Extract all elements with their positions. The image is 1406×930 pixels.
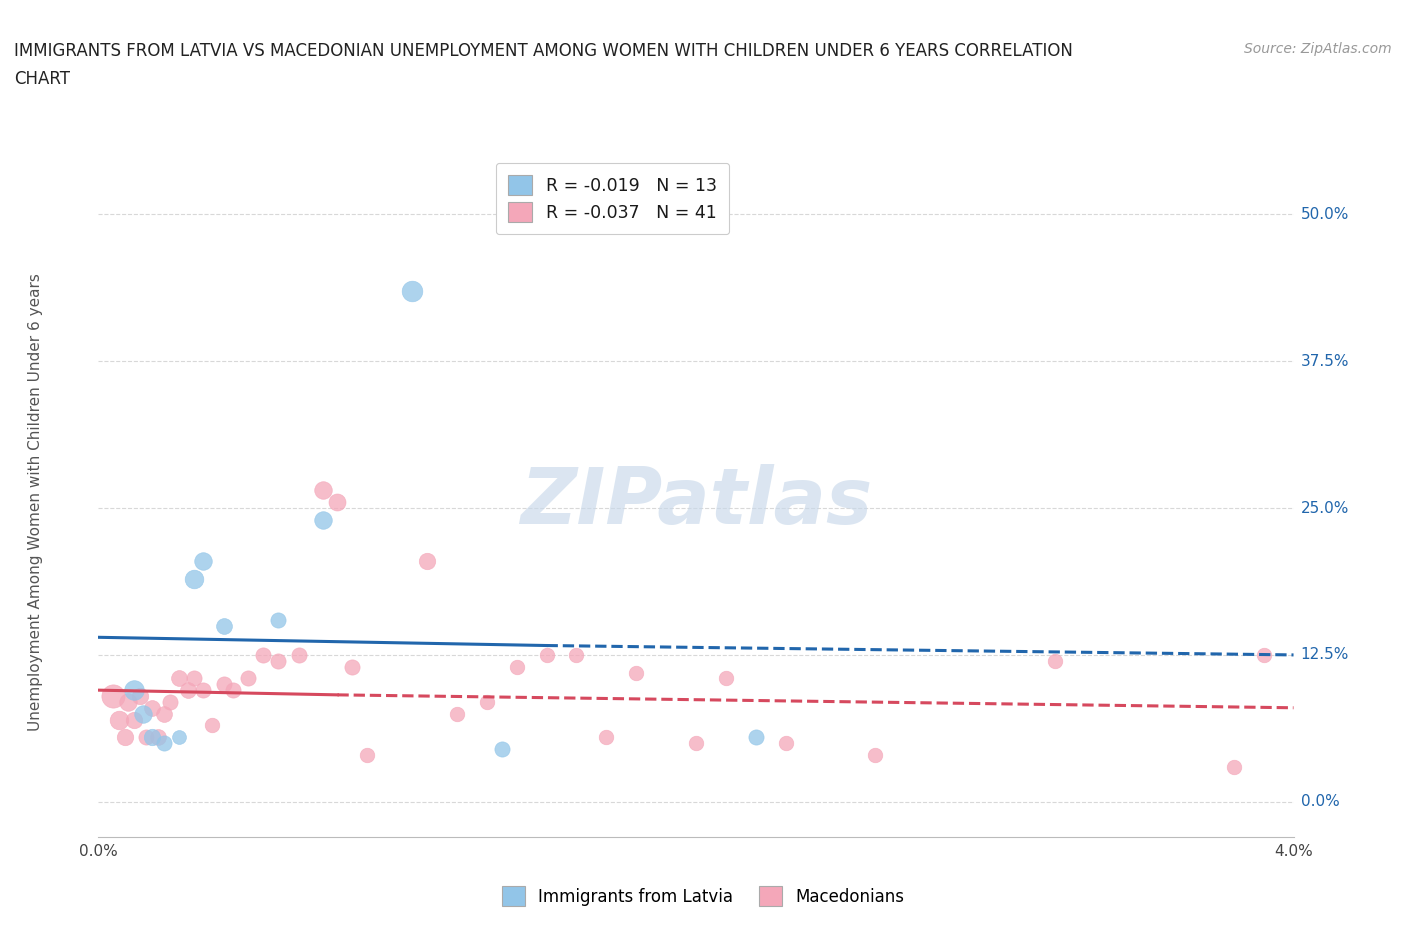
Legend: Immigrants from Latvia, Macedonians: Immigrants from Latvia, Macedonians <box>495 880 911 912</box>
Text: 0.0%: 0.0% <box>1301 794 1340 809</box>
Text: CHART: CHART <box>14 70 70 87</box>
Text: Source: ZipAtlas.com: Source: ZipAtlas.com <box>1244 42 1392 56</box>
Point <box>124 683 146 698</box>
Point <box>183 571 205 586</box>
Point <box>159 695 181 710</box>
Point <box>114 730 136 745</box>
Point <box>129 688 152 703</box>
Point <box>536 647 558 662</box>
Point <box>491 741 513 756</box>
Text: 50.0%: 50.0% <box>1301 206 1348 222</box>
Point <box>475 695 498 710</box>
Point <box>267 654 290 669</box>
Text: 12.5%: 12.5% <box>1301 647 1348 662</box>
Point <box>565 647 588 662</box>
Point <box>311 512 333 527</box>
Point <box>191 683 214 698</box>
Point <box>153 706 176 721</box>
Point <box>1222 759 1246 774</box>
Point <box>506 659 529 674</box>
Point <box>135 730 157 745</box>
Point <box>775 736 797 751</box>
Point <box>212 677 235 692</box>
Point <box>236 671 259 685</box>
Point <box>132 706 155 721</box>
Point <box>685 736 707 751</box>
Text: Unemployment Among Women with Children Under 6 years: Unemployment Among Women with Children U… <box>28 273 42 731</box>
Point <box>183 671 205 685</box>
Point <box>252 647 274 662</box>
Point <box>167 730 190 745</box>
Point <box>595 730 617 745</box>
Point <box>222 683 245 698</box>
Point <box>201 718 224 733</box>
Point <box>153 736 176 751</box>
Point <box>167 671 190 685</box>
Point <box>624 665 647 680</box>
Text: 37.5%: 37.5% <box>1301 353 1348 368</box>
Point <box>311 483 333 498</box>
Text: 25.0%: 25.0% <box>1301 500 1348 515</box>
Text: IMMIGRANTS FROM LATVIA VS MACEDONIAN UNEMPLOYMENT AMONG WOMEN WITH CHILDREN UNDE: IMMIGRANTS FROM LATVIA VS MACEDONIAN UNE… <box>14 42 1073 60</box>
Point <box>287 647 309 662</box>
Point <box>342 659 364 674</box>
Point <box>267 612 290 627</box>
Point <box>446 706 468 721</box>
Point <box>103 688 125 703</box>
Point <box>401 284 423 299</box>
Point <box>191 553 214 568</box>
Text: ZIPatlas: ZIPatlas <box>520 464 872 540</box>
Point <box>117 695 139 710</box>
Point <box>863 748 886 763</box>
Point <box>1043 654 1066 669</box>
Point <box>356 748 378 763</box>
Point <box>416 553 439 568</box>
Point <box>148 730 170 745</box>
Point <box>177 683 200 698</box>
Point <box>108 712 131 727</box>
Point <box>745 730 768 745</box>
Point <box>326 495 349 510</box>
Point <box>1253 647 1275 662</box>
Legend: R = -0.019   N = 13, R = -0.037   N = 41: R = -0.019 N = 13, R = -0.037 N = 41 <box>495 163 730 234</box>
Point <box>124 712 146 727</box>
Point <box>714 671 737 685</box>
Point <box>212 618 235 633</box>
Point <box>141 700 163 715</box>
Point <box>141 730 163 745</box>
